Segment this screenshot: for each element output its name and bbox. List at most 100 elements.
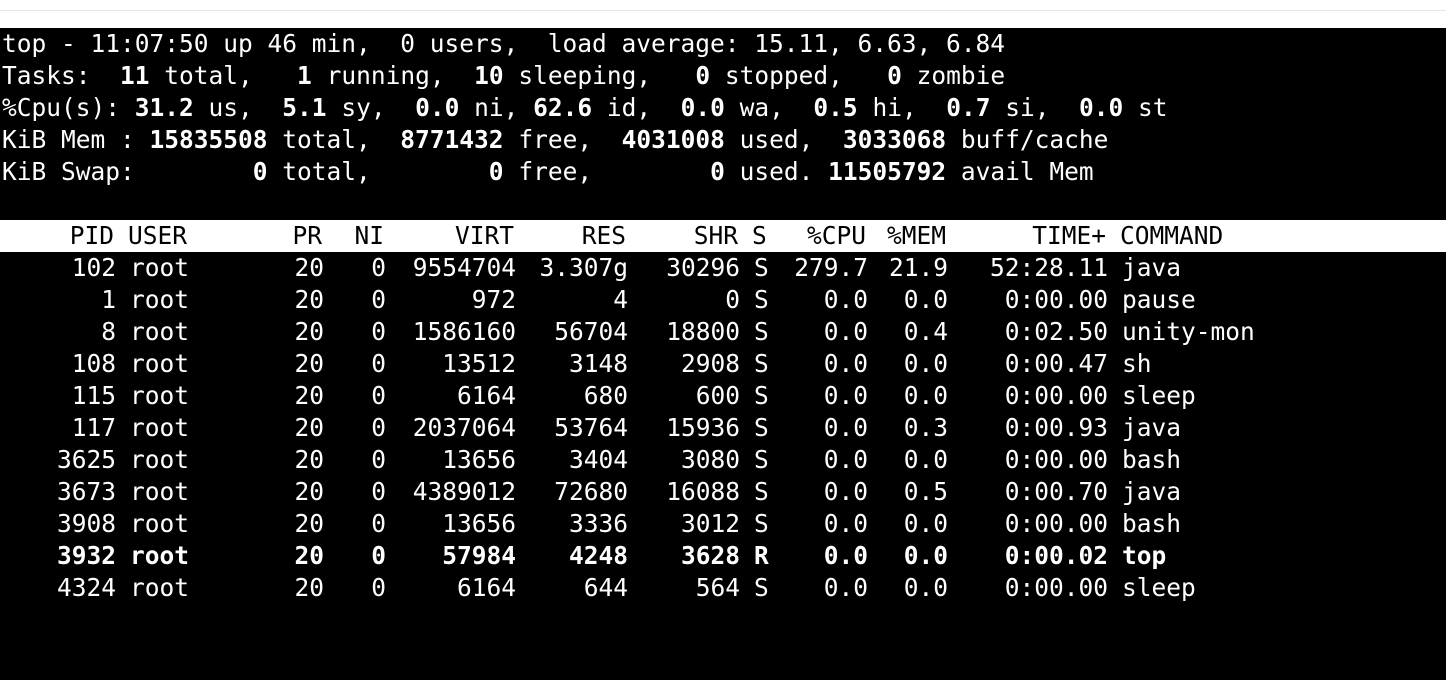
process-mem: 0.3 [903,413,948,442]
process-user: root [130,317,190,346]
process-nice: 0 [371,445,386,474]
process-state: S [754,477,769,506]
process-user: root [130,573,190,602]
process-cpu: 0.0 [823,509,868,538]
column-pid: PID [69,221,114,250]
process-state: S [754,413,769,442]
process-state: S [754,253,769,282]
process-state: R [754,541,769,570]
process-res: 53764 [554,413,628,442]
process-virt: 2037064 [412,413,516,442]
process-pid: 3908 [56,509,116,538]
process-row: 115 root 20 0 6164 680 600 S 0.0 0.0 0:00.00 sleep [2,380,1446,412]
process-mem: 0.0 [903,285,948,314]
process-pid: 115 [71,381,116,410]
process-shr: 3628 [680,541,740,570]
process-state: S [754,349,769,378]
process-virt: 1586160 [412,317,516,346]
process-priority: 20 [294,285,324,314]
process-nice: 0 [371,317,386,346]
process-user: root [130,349,190,378]
process-pid: 4324 [56,573,116,602]
process-command: java [1122,413,1182,442]
process-time: 0:02.50 [1004,317,1108,346]
process-row: 3673 root 20 0 4389012 72680 16088 S 0.0 0.5 0:00.… [2,476,1446,508]
process-res: 4248 [568,541,628,570]
process-pid: 3625 [56,445,116,474]
process-user: root [130,445,190,474]
process-res: 3336 [568,509,628,538]
summary-uptime-line: top - 11:07:50 up 46 min, 0 users, load … [2,29,1006,58]
column-pr: PR [292,221,322,250]
process-cpu: 0.0 [823,573,868,602]
process-nice: 0 [371,413,386,442]
process-cpu: 0.0 [823,413,868,442]
process-command: java [1122,253,1182,282]
process-command: unity-mon [1122,317,1255,346]
process-nice: 0 [371,349,386,378]
process-row: 8 root 20 0 1586160 56704 18800 S 0.0 0.4 0:02.50 u… [2,316,1446,348]
column-command: COMMAND [1120,221,1224,250]
process-row: 3625 root 20 0 13656 3404 3080 S 0.0 0.0 0:00.00 ba… [2,444,1446,476]
process-state: S [754,573,769,602]
process-virt: 13656 [442,509,516,538]
process-shr: 0 [725,285,740,314]
column-virt: VIRT [454,221,514,250]
process-pid: 8 [101,317,116,346]
process-nice: 0 [371,253,386,282]
process-nice: 0 [371,285,386,314]
process-user: root [130,477,190,506]
process-state: S [754,317,769,346]
process-row: 117 root 20 0 2037064 53764 15936 S 0.0 0.3 0:00.9… [2,412,1446,444]
process-user: root [130,381,190,410]
process-priority: 20 [294,573,324,602]
process-shr: 3080 [680,445,740,474]
terminal-window[interactable]: top - 11:07:50 up 46 min, 0 users, load … [0,28,1446,680]
process-shr: 18800 [666,317,740,346]
process-nice: 0 [371,573,386,602]
process-nice: 0 [371,541,386,570]
process-row: 108 root 20 0 13512 3148 2908 S 0.0 0.0 0:00.47 sh [2,348,1446,380]
process-nice: 0 [371,477,386,506]
process-res: 4 [613,285,628,314]
process-user: root [130,285,190,314]
process-virt: 9554704 [412,253,516,282]
process-command: sleep [1122,381,1196,410]
process-priority: 20 [294,381,324,410]
process-cpu: 279.7 [794,253,868,282]
process-user: root [130,413,190,442]
process-cpu: 0.0 [823,349,868,378]
summary-mem-line: KiB Mem : 15835508 total, 8771432 free, … [2,125,1109,154]
process-pid: 117 [71,413,116,442]
process-time: 0:00.00 [1004,445,1108,474]
process-priority: 20 [294,349,324,378]
process-time: 0:00.00 [1004,573,1108,602]
process-cpu: 0.0 [823,285,868,314]
process-virt: 57984 [442,541,516,570]
process-res: 72680 [554,477,628,506]
process-time: 0:00.00 [1004,381,1108,410]
process-res: 644 [583,573,628,602]
process-res: 3404 [568,445,628,474]
process-shr: 15936 [666,413,740,442]
process-priority: 20 [294,509,324,538]
process-pid: 102 [71,253,116,282]
process-mem: 0.0 [903,509,948,538]
process-command: bash [1122,509,1182,538]
process-nice: 0 [371,381,386,410]
process-command: pause [1122,285,1196,314]
process-mem: 0.0 [903,349,948,378]
process-row: 102 root 20 0 9554704 3.307g 30296 S 279.7 21.9 52… [2,252,1446,284]
summary-spacer [2,188,1446,220]
column-time: TIME+ [1032,221,1106,250]
process-pid: 3932 [56,541,116,570]
process-row: 4324 root 20 0 6164 644 564 S 0.0 0.0 0:00.00 sleep [2,572,1446,604]
process-res: 56704 [554,317,628,346]
process-shr: 564 [695,573,740,602]
process-shr: 16088 [666,477,740,506]
column-cpu: %CPU [806,221,866,250]
process-pid: 3673 [56,477,116,506]
process-shr: 600 [695,381,740,410]
process-state: S [754,285,769,314]
process-priority: 20 [294,317,324,346]
